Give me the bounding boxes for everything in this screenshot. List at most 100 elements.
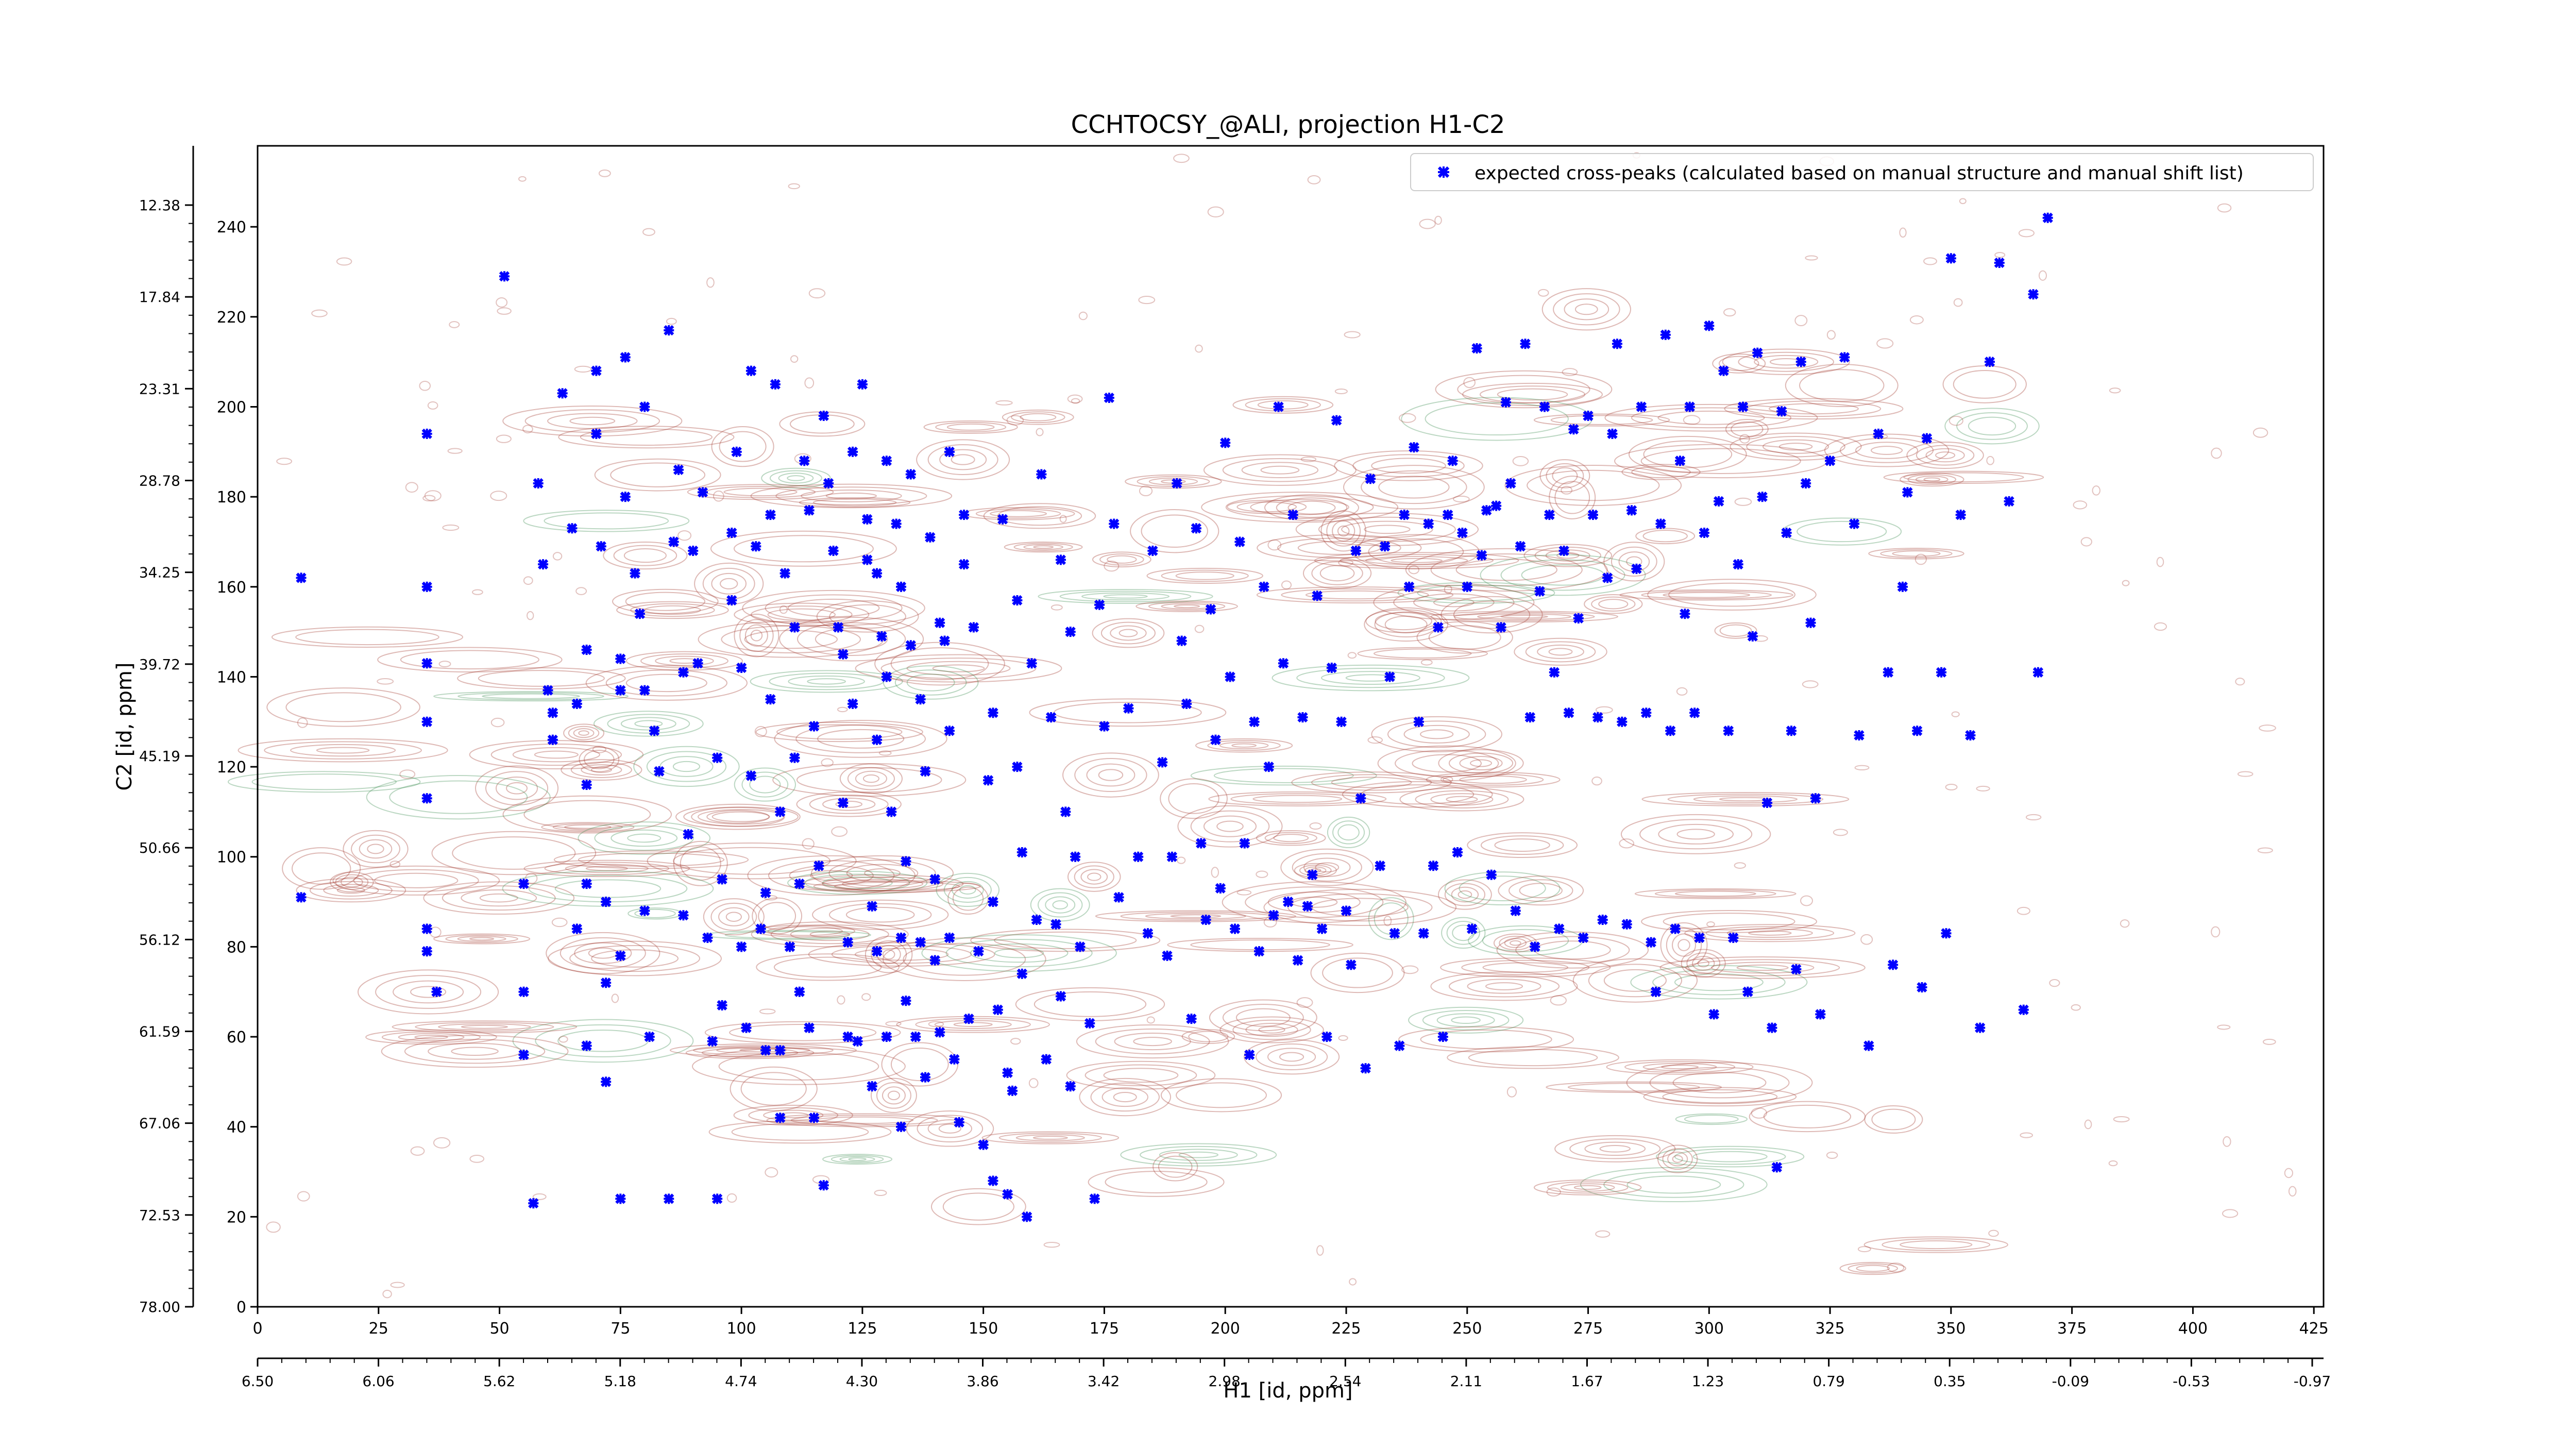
contour-speck bbox=[1338, 1035, 1348, 1041]
cross-peak-point bbox=[543, 685, 553, 696]
contour-ring bbox=[1250, 499, 1349, 515]
contour-speck bbox=[552, 552, 563, 561]
contour-ring bbox=[790, 928, 870, 941]
cross-peak-point bbox=[1321, 1031, 1332, 1042]
contour-ring bbox=[574, 942, 632, 964]
contour-ring bbox=[1399, 787, 1524, 812]
cross-peak-point bbox=[712, 752, 723, 763]
contour-ring bbox=[1426, 771, 1561, 788]
contour-ring bbox=[804, 873, 910, 892]
cross-peak-point bbox=[1215, 883, 1226, 894]
cross-peak-point bbox=[571, 698, 582, 709]
contour-ring bbox=[1277, 537, 1401, 559]
cross-peak-point bbox=[881, 671, 892, 682]
contour-ring bbox=[1685, 959, 1840, 976]
contour-ring bbox=[1279, 1052, 1304, 1062]
contour-ring bbox=[544, 862, 669, 875]
contour-speck bbox=[2257, 847, 2273, 853]
contour-speck bbox=[1887, 1262, 1905, 1273]
contour-ring bbox=[271, 626, 463, 648]
contour-ring bbox=[724, 931, 851, 939]
contour-ring bbox=[1549, 476, 1596, 519]
contour-speck bbox=[442, 524, 460, 531]
contour-ring bbox=[1176, 1082, 1267, 1108]
cross-peak-point bbox=[1776, 406, 1787, 417]
contour-ring bbox=[822, 877, 944, 891]
cross-peak-point bbox=[944, 932, 955, 943]
cross-peak-point bbox=[1742, 986, 1753, 997]
contour-speck bbox=[1236, 889, 1252, 896]
contour-speck bbox=[1453, 495, 1470, 503]
cross-peak-point bbox=[1674, 456, 1686, 466]
cross-peak-point bbox=[1733, 559, 1743, 570]
contour-ring bbox=[398, 1033, 465, 1041]
contour-ring bbox=[864, 868, 901, 878]
cross-peak-point bbox=[692, 658, 703, 669]
contour-ring bbox=[1195, 738, 1293, 753]
cross-peak-point bbox=[1273, 401, 1284, 412]
cross-peak-point bbox=[1331, 415, 1342, 426]
y-ppm-tick-label: 72.53 bbox=[139, 1207, 180, 1224]
contour-speck bbox=[1506, 1086, 1517, 1098]
contour-ring bbox=[1438, 749, 1524, 778]
cross-peak-point bbox=[1133, 851, 1144, 862]
contour-ring bbox=[1467, 832, 1578, 858]
contour-speck bbox=[2235, 678, 2245, 686]
chart-title: CCHTOCSY_@ALI, projection H1-C2 bbox=[1071, 110, 1505, 139]
x-ppm-tick-label: 4.74 bbox=[725, 1373, 757, 1390]
contour-ring bbox=[672, 761, 701, 772]
contour-speck bbox=[1683, 415, 1701, 425]
contour-ring bbox=[1160, 1078, 1282, 1113]
contour-ring bbox=[1364, 607, 1449, 642]
contour-speck bbox=[382, 1289, 392, 1299]
contour-speck bbox=[469, 1154, 485, 1163]
cross-peak-point bbox=[1767, 1022, 1777, 1033]
cross-peak-point bbox=[1805, 617, 1816, 628]
contour-ring bbox=[553, 850, 749, 869]
contour-ring bbox=[1839, 1261, 1906, 1275]
contour-speck bbox=[1826, 1151, 1838, 1159]
contour-ring bbox=[1311, 774, 1432, 791]
contour-ring bbox=[1496, 931, 1649, 969]
cross-peak-point bbox=[1191, 523, 1201, 534]
contour-ring bbox=[880, 658, 1037, 679]
contour-ring bbox=[828, 903, 932, 926]
cross-peak-point bbox=[818, 1180, 829, 1191]
contour-ring bbox=[1029, 698, 1227, 727]
contour-speck bbox=[490, 717, 505, 728]
cross-peak-point bbox=[741, 1022, 752, 1033]
cross-peak-point bbox=[1761, 797, 1773, 808]
contour-ring bbox=[1232, 396, 1334, 414]
contour-speck bbox=[2080, 537, 2092, 547]
contour-ring bbox=[917, 1115, 984, 1142]
contour-ring bbox=[1944, 408, 2040, 445]
contour-speck bbox=[1595, 1230, 1611, 1238]
cross-peak-point bbox=[871, 946, 883, 957]
contour-ring bbox=[1584, 1141, 1646, 1156]
contour-ring bbox=[703, 898, 765, 936]
contour-speck bbox=[928, 1021, 944, 1027]
contour-ring bbox=[731, 1123, 869, 1141]
cross-peak-point bbox=[1196, 838, 1207, 849]
contour-ring bbox=[1660, 922, 1708, 968]
cross-peak-point bbox=[499, 271, 510, 282]
contour-ring bbox=[1201, 492, 1399, 523]
contour-speck bbox=[1976, 785, 1990, 791]
cross-peak-point bbox=[1917, 982, 1927, 993]
contour-speck bbox=[1059, 515, 1067, 523]
cross-peak-point bbox=[697, 487, 708, 498]
cross-peak-point bbox=[1065, 1081, 1076, 1092]
contour-ring bbox=[855, 654, 1062, 683]
contour-ring bbox=[1087, 872, 1101, 881]
legend-marker bbox=[1437, 166, 1450, 178]
contour-ring bbox=[1662, 1089, 1778, 1104]
contour-ring bbox=[404, 1039, 546, 1064]
contour-ring bbox=[906, 673, 955, 692]
contour-speck bbox=[558, 1036, 568, 1043]
contour-ring bbox=[772, 763, 967, 797]
cross-peak-point bbox=[1530, 941, 1540, 952]
cross-peak-point bbox=[547, 707, 558, 718]
contour-speck bbox=[496, 297, 508, 308]
cross-peak-point bbox=[842, 937, 853, 948]
contour-ring bbox=[1440, 596, 1543, 634]
